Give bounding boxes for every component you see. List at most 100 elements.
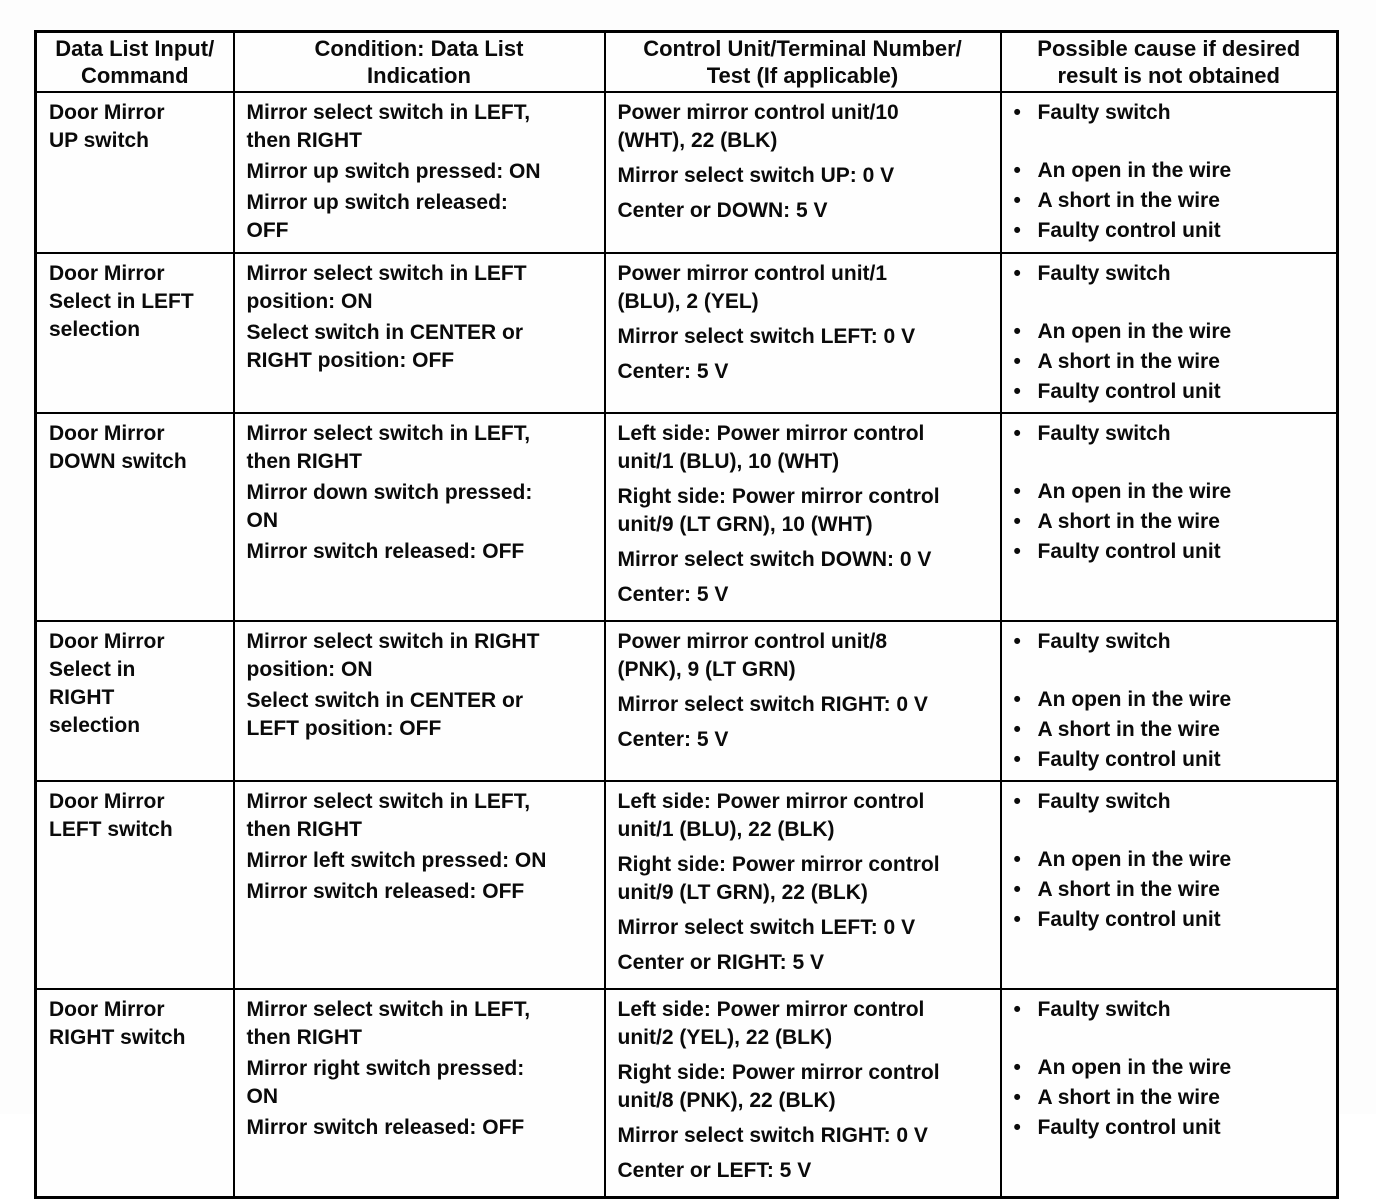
cause-text: Faulty switch (1037, 101, 1171, 124)
table-row: Door Mirror LEFT switch Mirror select swi… (34, 780, 1339, 990)
cause-text: A short in the wire (1037, 878, 1220, 901)
cell-input-command: Door Mirror Select in RIGHT selection (34, 620, 235, 782)
bullet-icon: • (1013, 510, 1021, 533)
cause-item: • An open in the wire (1014, 478, 1327, 506)
cell-control-unit-test: Power mirror control unit/10 (WHT), 22 (… (603, 91, 1002, 254)
condition-text: Mirror left switch pressed: ON (246, 849, 547, 872)
condition-text: Mirror select switch in LEFT, then RIGHT (246, 422, 531, 473)
table-body: Door Mirror UP switch Mirror select switc… (34, 91, 1339, 1199)
bullet-icon: • (1013, 262, 1021, 285)
condition-text: Mirror select switch in RIGHT position: … (246, 630, 540, 681)
cell-input-command: Door Mirror LEFT switch (34, 780, 235, 990)
cause-text: An open in the wire (1037, 1056, 1232, 1079)
cell-condition: Mirror select switch in LEFT, then RIGHT… (232, 412, 606, 622)
test-text: Right side: Power mirror control unit/9 … (617, 485, 940, 536)
header-data-list-input-command: Data List Input/ Command (34, 30, 235, 93)
cause-text: A short in the wire (1037, 1086, 1220, 1109)
cause-item: • An open in the wire (1014, 157, 1327, 185)
cell-condition: Mirror select switch in LEFT position: O… (232, 252, 606, 414)
bullet-icon: • (1013, 998, 1021, 1021)
cause-text: An open in the wire (1037, 320, 1232, 343)
cause-item: • Faulty control unit (1014, 746, 1327, 774)
test-text: Mirror select switch LEFT: 0 V (617, 916, 916, 939)
cause-item: • A short in the wire (1014, 1084, 1327, 1112)
cause-text: Faulty control unit (1037, 540, 1221, 563)
cause-text: Faulty switch (1037, 790, 1171, 813)
test-text: Left side: Power mirror control unit/2 (… (617, 998, 925, 1049)
table-row: Door Mirror Select in RIGHT selection Mir… (34, 620, 1339, 782)
cause-item: • Faulty switch (1014, 420, 1327, 448)
condition-text: Mirror select switch in LEFT, then RIGHT (246, 998, 531, 1049)
condition-text: Mirror down switch pressed: ON (246, 481, 533, 532)
condition-text: Mirror switch released: OFF (246, 880, 525, 903)
cause-group: • An open in the wire • A short in the wire… (1014, 478, 1327, 566)
bullet-icon: • (1013, 380, 1021, 403)
header-condition-indication: Condition: Data List Indication (232, 30, 606, 93)
cause-text: A short in the wire (1037, 350, 1220, 373)
test-text: Center or RIGHT: 5 V (617, 951, 825, 974)
cell-possible-cause: • Faulty switch • An open in the wire • A sho… (999, 252, 1339, 414)
test-text: Center: 5 V (617, 583, 729, 606)
test-text: Right side: Power mirror control unit/8 … (617, 1061, 940, 1112)
condition-text: Mirror select switch in LEFT, then RIGHT (246, 101, 531, 152)
cause-text: Faulty control unit (1037, 748, 1221, 771)
cell-control-unit-test: Power mirror control unit/8 (PNK), 9 (LT… (603, 620, 1002, 782)
cause-group: • An open in the wire • A short in the wire… (1014, 846, 1327, 934)
cell-condition: Mirror select switch in LEFT, then RIGHT… (232, 780, 606, 990)
table-row: Door Mirror UP switch Mirror select switc… (34, 91, 1339, 254)
test-text: Mirror select switch RIGHT: 0 V (617, 693, 928, 716)
cell-input-command: Door Mirror RIGHT switch (34, 988, 235, 1199)
table-row: Door Mirror RIGHT switch Mirror select sw… (34, 988, 1339, 1199)
test-text: Right side: Power mirror control unit/9 … (617, 853, 940, 904)
cause-text: Faulty switch (1037, 630, 1171, 653)
cause-group: • Faulty switch (1014, 996, 1327, 1024)
cell-control-unit-test: Left side: Power mirror control unit/1 (… (603, 780, 1002, 990)
bullet-icon: • (1013, 540, 1021, 563)
cell-condition: Mirror select switch in LEFT, then RIGHT… (232, 988, 606, 1199)
cell-control-unit-test: Left side: Power mirror control unit/2 (… (603, 988, 1002, 1199)
cell-possible-cause: • Faulty switch • An open in the wire • A sho… (999, 988, 1339, 1199)
bullet-icon: • (1013, 688, 1021, 711)
bullet-icon: • (1013, 1116, 1021, 1139)
cause-text: An open in the wire (1037, 159, 1232, 182)
bullet-icon: • (1013, 101, 1021, 124)
bullet-icon: • (1013, 630, 1021, 653)
bullet-icon: • (1013, 878, 1021, 901)
cause-item: • Faulty control unit (1014, 538, 1327, 566)
cause-item: • Faulty control unit (1014, 378, 1327, 406)
test-text: Mirror select switch LEFT: 0 V (617, 325, 916, 348)
test-text: Power mirror control unit/8 (PNK), 9 (LT… (617, 630, 888, 681)
cause-group: • An open in the wire • A short in the wire… (1014, 686, 1327, 774)
cause-text: An open in the wire (1037, 848, 1232, 871)
cause-text: Faulty switch (1037, 998, 1171, 1021)
cause-group: • Faulty switch (1014, 788, 1327, 816)
cause-text: Faulty control unit (1037, 1116, 1221, 1139)
cause-item: • Faulty switch (1014, 996, 1327, 1024)
bullet-icon: • (1013, 320, 1021, 343)
cause-text: A short in the wire (1037, 189, 1220, 212)
cause-item: • An open in the wire (1014, 846, 1327, 874)
condition-text: Mirror select switch in LEFT position: O… (246, 262, 527, 313)
cause-item: • A short in the wire (1014, 348, 1327, 376)
condition-text: Mirror switch released: OFF (246, 1116, 525, 1139)
bullet-icon: • (1013, 350, 1021, 373)
test-text: Left side: Power mirror control unit/1 (… (617, 422, 925, 473)
test-text: Left side: Power mirror control unit/1 (… (617, 790, 925, 841)
cause-item: • Faulty control unit (1014, 1114, 1327, 1142)
cell-control-unit-test: Left side: Power mirror control unit/1 (… (603, 412, 1002, 622)
cell-input-command: Door Mirror Select in LEFT selection (34, 252, 235, 414)
bullet-icon: • (1013, 422, 1021, 445)
cell-possible-cause: • Faulty switch • An open in the wire • A sho… (999, 412, 1339, 622)
cause-item: • A short in the wire (1014, 187, 1327, 215)
cause-item: • Faulty control unit (1014, 906, 1327, 934)
cause-item: • Faulty control unit (1014, 217, 1327, 245)
bullet-icon: • (1013, 480, 1021, 503)
cause-item: • An open in the wire (1014, 686, 1327, 714)
bullet-icon: • (1013, 848, 1021, 871)
scanned-page: Data List Input/ Command Condition: Data… (34, 30, 1339, 1199)
cause-group: • Faulty switch (1014, 99, 1327, 127)
cause-group: • An open in the wire • A short in the wire… (1014, 157, 1327, 245)
bullet-icon: • (1013, 219, 1021, 242)
cause-text: An open in the wire (1037, 688, 1232, 711)
header-row: Data List Input/ Command Condition: Data… (34, 30, 1339, 93)
